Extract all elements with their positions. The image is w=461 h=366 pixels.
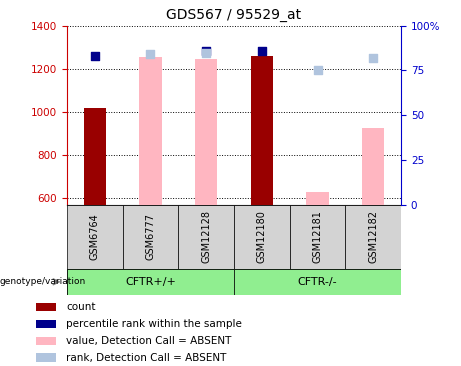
Text: GSM6764: GSM6764 bbox=[90, 214, 100, 260]
Point bbox=[370, 55, 377, 61]
Point bbox=[147, 51, 154, 57]
Bar bbox=[345, 205, 401, 269]
Bar bbox=[251, 56, 273, 205]
Point bbox=[314, 68, 321, 74]
Text: GSM12180: GSM12180 bbox=[257, 210, 267, 264]
Bar bbox=[36, 320, 56, 328]
Text: CFTR+/+: CFTR+/+ bbox=[125, 277, 176, 287]
Bar bbox=[307, 193, 329, 205]
Text: GSM12181: GSM12181 bbox=[313, 210, 323, 264]
Bar bbox=[36, 303, 56, 311]
Text: value, Detection Call = ABSENT: value, Detection Call = ABSENT bbox=[66, 336, 232, 346]
Point bbox=[202, 48, 210, 54]
Text: CFTR-/-: CFTR-/- bbox=[298, 277, 337, 287]
Bar bbox=[290, 205, 345, 269]
Bar bbox=[362, 128, 384, 205]
Bar bbox=[67, 205, 123, 269]
Point bbox=[202, 49, 210, 55]
Bar bbox=[67, 269, 234, 295]
Text: genotype/variation: genotype/variation bbox=[0, 277, 86, 286]
Text: rank, Detection Call = ABSENT: rank, Detection Call = ABSENT bbox=[66, 352, 227, 363]
Text: GSM6777: GSM6777 bbox=[145, 213, 155, 261]
Bar bbox=[139, 57, 161, 205]
Bar bbox=[234, 269, 401, 295]
Bar bbox=[83, 108, 106, 205]
Point bbox=[258, 48, 266, 54]
Text: percentile rank within the sample: percentile rank within the sample bbox=[66, 319, 242, 329]
Bar bbox=[195, 59, 217, 205]
Bar bbox=[234, 205, 290, 269]
Bar bbox=[178, 205, 234, 269]
Bar bbox=[36, 354, 56, 362]
Bar bbox=[36, 337, 56, 345]
Title: GDS567 / 95529_at: GDS567 / 95529_at bbox=[166, 8, 301, 22]
Text: count: count bbox=[66, 302, 96, 312]
Bar bbox=[195, 59, 217, 205]
Bar bbox=[123, 205, 178, 269]
Text: GSM12128: GSM12128 bbox=[201, 210, 211, 264]
Text: GSM12182: GSM12182 bbox=[368, 210, 378, 264]
Point bbox=[91, 53, 98, 59]
